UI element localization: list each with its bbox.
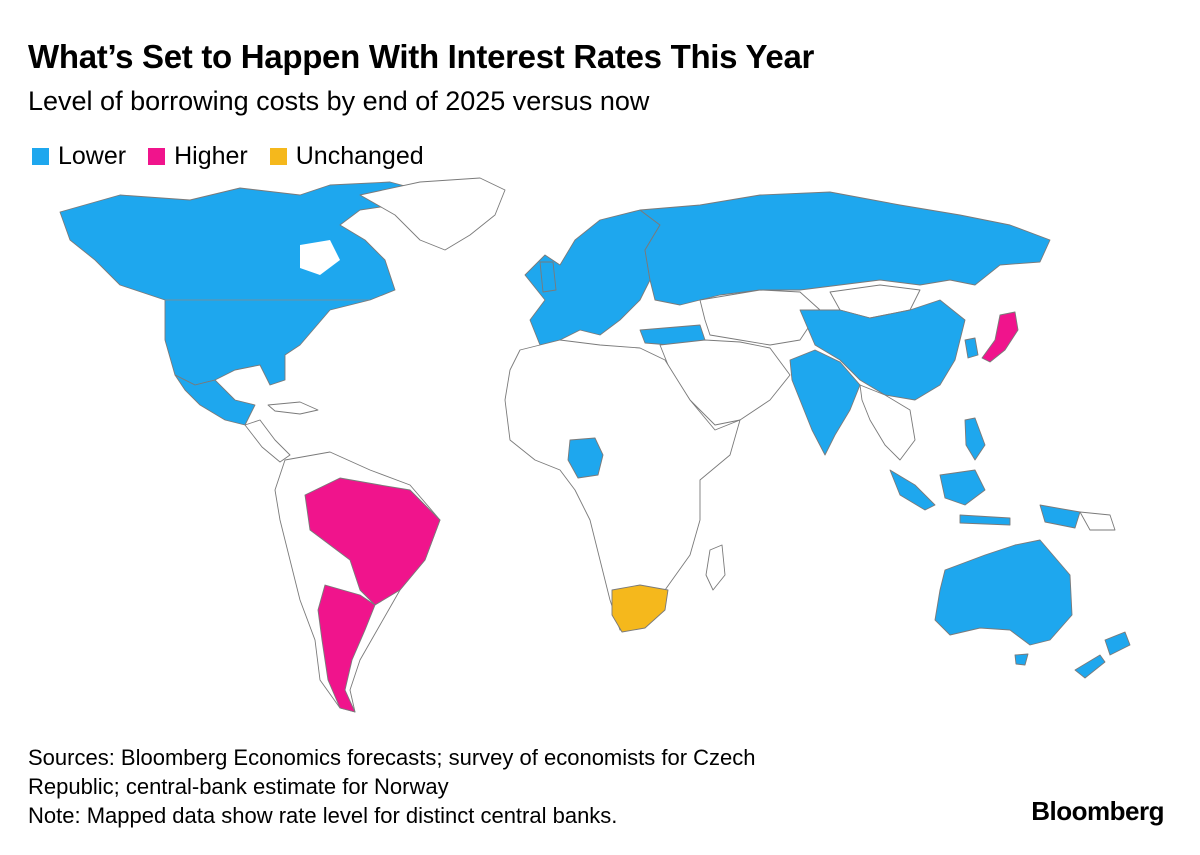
legend-item-lower: Lower [32,142,126,171]
region-north-america [59,181,421,386]
region-india [789,349,861,456]
region-greenland [359,177,506,251]
region-south-africa [611,584,669,633]
region-madagascar [705,544,726,591]
footer: Sources: Bloomberg Economics forecasts; … [28,743,928,830]
region-papua-new-guinea [1079,511,1116,531]
legend-swatch-unchanged [269,148,287,165]
sources-line-2: Republic; central-bank estimate for Norw… [28,774,449,799]
region-caribbean [267,401,319,415]
world-map [59,177,1131,713]
region-russia [639,191,1051,306]
chart-title: What’s Set to Happen With Interest Rates… [28,38,815,75]
region-europe [524,209,661,346]
legend: Lower Higher Unchanged [32,142,446,171]
sources-line-1: Sources: Bloomberg Economics forecasts; … [28,745,756,770]
legend-swatch-lower [32,148,49,165]
bloomberg-logo: Bloomberg [1031,796,1164,826]
region-central-america [244,419,291,463]
region-southeast-asia [859,384,916,461]
region-brazil [304,477,441,606]
region-uk [539,261,557,293]
legend-label-unchanged: Unchanged [295,142,424,170]
region-hudson-bay [300,240,340,275]
region-japan [981,311,1019,363]
region-new-zealand [1074,631,1131,679]
legend-item-unchanged: Unchanged [269,142,424,171]
region-argentina [317,584,376,713]
note-line: Note: Mapped data show rate level for di… [28,803,618,828]
chart-subtitle: Level of borrowing costs by end of 2025 … [28,86,650,116]
region-philippines [964,417,986,461]
legend-label-higher: Higher [174,142,248,170]
region-china [799,299,966,401]
region-tasmania [1014,653,1029,666]
region-australia [934,539,1073,646]
legend-item-higher: Higher [148,142,248,171]
region-mexico [174,374,256,426]
region-central-asia [699,289,821,346]
region-south-korea [964,337,979,359]
legend-label-lower: Lower [58,142,127,170]
legend-swatch-higher [148,148,166,165]
region-nigeria [567,437,604,479]
region-indonesia [889,469,1081,529]
